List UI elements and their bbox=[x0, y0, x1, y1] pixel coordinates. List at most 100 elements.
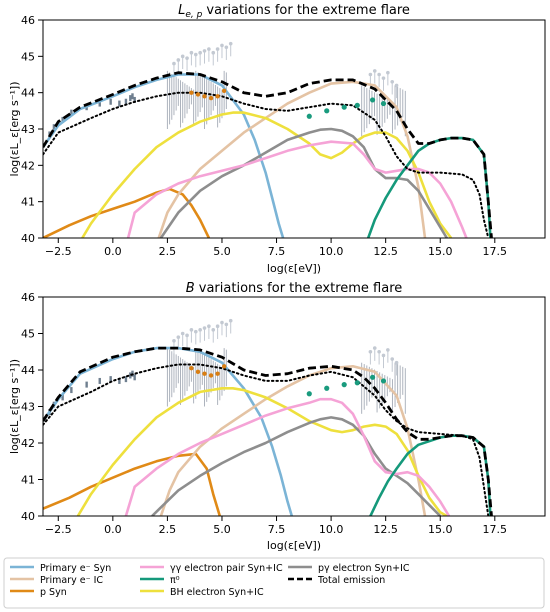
optical-data-point bbox=[195, 92, 201, 97]
upper-limit-point bbox=[386, 348, 390, 352]
upper-limit-point bbox=[189, 50, 194, 55]
series-line-dotted bbox=[43, 91, 490, 238]
upper-limit-point bbox=[386, 70, 390, 75]
series-line-total bbox=[43, 346, 493, 516]
series-line-prim-syn bbox=[43, 73, 285, 238]
upper-limit-point bbox=[198, 328, 202, 332]
y-tick-label: 42 bbox=[21, 437, 35, 450]
x-axis-label: log(ε[eV]) bbox=[267, 539, 321, 552]
series-line-p-syn bbox=[43, 452, 222, 516]
plot-area bbox=[43, 318, 493, 516]
chart-panel-top: Le, p variations for the extreme flare −2… bbox=[8, 3, 546, 275]
radio-data-point bbox=[70, 109, 73, 116]
x-tick-label: −2.5 bbox=[45, 523, 72, 536]
optical-data-point bbox=[189, 90, 194, 95]
upper-limit-point bbox=[189, 328, 194, 332]
upper-limit-point bbox=[220, 320, 224, 325]
gamma-data-point bbox=[341, 382, 347, 388]
y-tick-label: 43 bbox=[21, 123, 35, 136]
optical-data-point bbox=[202, 94, 207, 99]
y-tick-label: 44 bbox=[21, 364, 35, 377]
gamma-data-point bbox=[369, 97, 376, 103]
y-tick-label: 44 bbox=[21, 87, 35, 100]
optical-data-point bbox=[221, 364, 227, 369]
legend-frame bbox=[3, 557, 545, 609]
upper-limit-point bbox=[207, 324, 211, 329]
x-tick-label: 7.5 bbox=[268, 245, 286, 258]
radio-data-point bbox=[133, 96, 136, 103]
series-line-gg-pair bbox=[126, 140, 468, 238]
x-tick-label: 12.5 bbox=[373, 523, 398, 536]
optical-data-point bbox=[208, 95, 214, 101]
x-tick-label: 0.0 bbox=[104, 523, 122, 536]
series-line-total bbox=[43, 71, 493, 238]
series-line-p-syn bbox=[43, 187, 211, 238]
series-line-pg bbox=[159, 127, 448, 238]
upper-limit-point bbox=[172, 61, 176, 66]
x-tick-label: 15.0 bbox=[428, 523, 453, 536]
radio-data-point bbox=[129, 372, 132, 379]
upper-limit-point bbox=[224, 45, 229, 50]
chart-title: Le, p variations for the extreme flare bbox=[178, 3, 410, 20]
upper-limit-point bbox=[207, 47, 211, 51]
y-tick-label: 46 bbox=[21, 14, 35, 27]
radio-data-point bbox=[124, 376, 128, 383]
upper-limit-point bbox=[372, 69, 377, 73]
series-line-prim-syn bbox=[43, 346, 294, 516]
optical-data-point bbox=[215, 94, 220, 99]
upper-limit-point bbox=[180, 331, 185, 336]
upper-limit-point bbox=[390, 79, 395, 84]
gamma-data-point bbox=[354, 102, 360, 108]
gamma-data-point bbox=[324, 108, 330, 114]
y-tick-label: 40 bbox=[21, 510, 35, 523]
optical-data-point bbox=[221, 88, 227, 94]
upper-limit-point bbox=[381, 353, 386, 358]
gamma-data-point bbox=[324, 385, 330, 391]
radio-data-point bbox=[131, 93, 134, 100]
legend-label: γγ electron pair Syn+IC bbox=[170, 563, 283, 574]
radio-data-point bbox=[85, 381, 88, 388]
upper-limit-point bbox=[372, 346, 377, 350]
upper-limit-point bbox=[224, 322, 229, 327]
y-tick-label: 41 bbox=[21, 474, 35, 487]
x-tick-label: 5.0 bbox=[213, 245, 231, 258]
y-tick-label: 43 bbox=[21, 401, 35, 414]
gamma-data-point bbox=[354, 380, 360, 386]
upper-limit-point bbox=[176, 58, 181, 62]
radio-data-point bbox=[133, 374, 136, 381]
y-tick-label: 42 bbox=[21, 159, 35, 172]
x-tick-label: 12.5 bbox=[373, 245, 398, 258]
x-tick-label: 7.5 bbox=[268, 523, 286, 536]
y-axis-label: log(εL_ε[erg s⁻¹]) bbox=[8, 82, 21, 177]
upper-limit-point bbox=[180, 54, 185, 59]
gamma-data-point bbox=[380, 378, 387, 384]
radio-data-point bbox=[52, 124, 56, 131]
upper-limit-point bbox=[185, 333, 189, 338]
upper-limit-point bbox=[198, 50, 202, 55]
optical-data-point bbox=[202, 371, 207, 376]
legend-label: Primary e⁻ IC bbox=[40, 575, 103, 586]
upper-limit-point bbox=[377, 72, 381, 77]
series-line-bh bbox=[76, 387, 448, 516]
x-tick-label: 17.5 bbox=[483, 523, 508, 536]
upper-limit-point bbox=[176, 335, 181, 339]
radio-data-point bbox=[118, 100, 121, 107]
x-tick-label: 10.0 bbox=[319, 523, 344, 536]
upper-limit-point bbox=[394, 360, 399, 365]
x-tick-label: 17.5 bbox=[483, 245, 508, 258]
upper-limit-point bbox=[394, 83, 399, 88]
x-axis-label: log(ε[eV]) bbox=[267, 262, 321, 275]
legend-label: BH electron Syn+IC bbox=[170, 587, 264, 598]
radio-data-point bbox=[61, 394, 64, 401]
optical-data-point bbox=[208, 373, 214, 378]
upper-limit-point bbox=[211, 50, 216, 55]
radio-data-point bbox=[61, 116, 64, 123]
axes-frame bbox=[42, 19, 546, 239]
x-tick-label: 5.0 bbox=[213, 523, 231, 536]
upper-limit-point bbox=[215, 324, 220, 329]
y-tick-label: 41 bbox=[21, 196, 35, 209]
upper-limit-point bbox=[220, 43, 224, 48]
legend-label: Primary e⁻ Syn bbox=[40, 563, 111, 574]
